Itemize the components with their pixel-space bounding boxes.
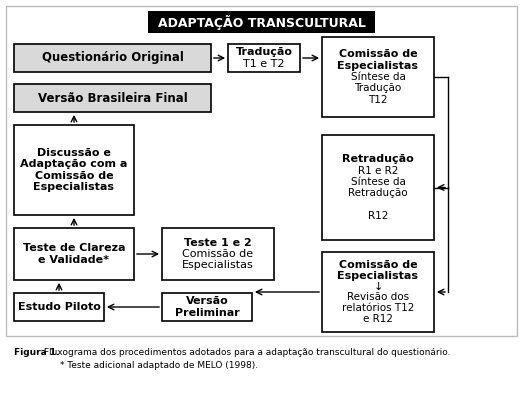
Text: Tradução: Tradução (355, 83, 402, 93)
Bar (162, 228, 274, 280)
Text: ↓: ↓ (373, 282, 383, 291)
Text: Especialistas: Especialistas (33, 182, 115, 193)
Text: * Teste adicional adaptado de MELO (1998).: * Teste adicional adaptado de MELO (1998… (14, 361, 258, 370)
Bar (228, 44, 300, 72)
Text: ADAPTAÇÃO TRANSCULTURAL: ADAPTAÇÃO TRANSCULTURAL (157, 15, 366, 29)
Text: T12: T12 (368, 94, 388, 105)
Text: Comissão de: Comissão de (35, 171, 113, 181)
Text: Retradução: Retradução (342, 154, 414, 164)
Bar (14, 44, 211, 72)
Text: e R12: e R12 (363, 314, 393, 324)
Text: e Validade*: e Validade* (39, 255, 109, 265)
Bar (148, 11, 375, 33)
Text: Figura 1.: Figura 1. (14, 348, 60, 357)
Text: Versão: Versão (186, 296, 229, 306)
Text: Síntese da: Síntese da (350, 177, 405, 187)
Bar (322, 135, 434, 240)
Text: Especialistas: Especialistas (182, 260, 254, 270)
Bar (162, 293, 252, 321)
Text: Síntese da: Síntese da (350, 72, 405, 82)
Text: R1 e R2: R1 e R2 (358, 166, 398, 175)
Text: Comissão de: Comissão de (183, 249, 254, 259)
Text: Versão Brasileira Final: Versão Brasileira Final (38, 92, 187, 105)
Bar (322, 252, 434, 332)
Bar (14, 228, 134, 280)
Text: Tradução: Tradução (235, 47, 292, 57)
Bar (14, 84, 211, 112)
Text: Teste de Clareza: Teste de Clareza (22, 243, 125, 253)
Text: Teste 1 e 2: Teste 1 e 2 (184, 238, 252, 248)
Text: Comissão de: Comissão de (339, 260, 417, 270)
Text: Especialistas: Especialistas (337, 61, 418, 71)
Text: R12: R12 (368, 211, 388, 221)
Bar (14, 293, 104, 321)
Bar (14, 125, 134, 215)
Text: relatórios T12: relatórios T12 (342, 303, 414, 313)
Bar (6, 6, 517, 336)
Text: Discussão e: Discussão e (37, 148, 111, 158)
Text: Retradução: Retradução (348, 188, 408, 198)
Text: Comissão de: Comissão de (339, 49, 417, 59)
Text: Preliminar: Preliminar (175, 308, 240, 318)
Text: Adaptação com a: Adaptação com a (20, 159, 128, 169)
Text: Revisão dos: Revisão dos (347, 293, 409, 302)
Text: Especialistas: Especialistas (337, 271, 418, 281)
Text: Estudo Piloto: Estudo Piloto (18, 302, 100, 312)
Text: Fluxograma dos procedimentos adotados para a adaptação transcultural do question: Fluxograma dos procedimentos adotados pa… (41, 348, 450, 357)
Text: Questionário Original: Questionário Original (41, 52, 184, 64)
Bar (322, 37, 434, 117)
Text: T1 e T2: T1 e T2 (243, 59, 285, 69)
